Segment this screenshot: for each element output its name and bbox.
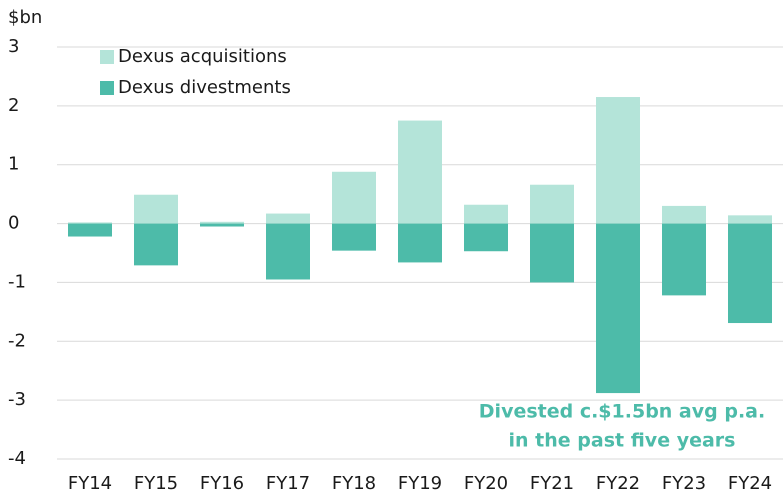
legend-label: Dexus acquisitions (118, 46, 287, 67)
annotation: in the past five years (509, 430, 736, 452)
bar (266, 213, 310, 224)
bar (134, 194, 178, 224)
bar (728, 215, 772, 224)
bar (332, 171, 376, 224)
bar (530, 184, 574, 224)
legend-label: Dexus divestments (118, 77, 291, 98)
x-tick-label: FY15 (134, 473, 178, 494)
annotation: Divested c.$1.5bn avg p.a. (479, 401, 765, 423)
y-tick-label: -4 (8, 448, 26, 469)
y-axis-label: $bn (8, 7, 42, 28)
bar (266, 223, 310, 280)
x-tick-label: FY23 (662, 473, 706, 494)
x-tick-label: FY19 (398, 473, 442, 494)
x-tick-label: FY24 (728, 473, 772, 494)
y-tick-label: 3 (8, 36, 19, 57)
legend-swatch (100, 50, 114, 64)
bar (68, 222, 112, 224)
bar (596, 223, 640, 394)
y-tick-label: -3 (8, 389, 26, 410)
y-tick-label: 1 (8, 154, 19, 175)
y-tick-label: 0 (8, 213, 19, 234)
x-tick-label: FY21 (530, 473, 574, 494)
y-tick-label: 2 (8, 95, 19, 116)
x-tick-label: FY20 (464, 473, 508, 494)
y-tick-label: -2 (8, 330, 26, 351)
bar (200, 223, 244, 227)
bar (728, 223, 772, 324)
bar (398, 120, 442, 224)
bar (596, 97, 640, 224)
y-tick-label: -1 (8, 271, 26, 292)
x-tick-label: FY16 (200, 473, 244, 494)
bar (464, 223, 508, 252)
x-tick-label: FY18 (332, 473, 376, 494)
bar (464, 204, 508, 224)
bar (530, 223, 574, 283)
bar (662, 205, 706, 224)
x-tick-label: FY22 (596, 473, 640, 494)
legend-swatch (100, 81, 114, 95)
bar (662, 223, 706, 296)
bar (200, 221, 244, 224)
bar (68, 223, 112, 237)
x-tick-label: FY14 (68, 473, 112, 494)
bar (134, 223, 178, 266)
bar (398, 223, 442, 263)
x-tick-label: FY17 (266, 473, 310, 494)
bar (332, 223, 376, 251)
